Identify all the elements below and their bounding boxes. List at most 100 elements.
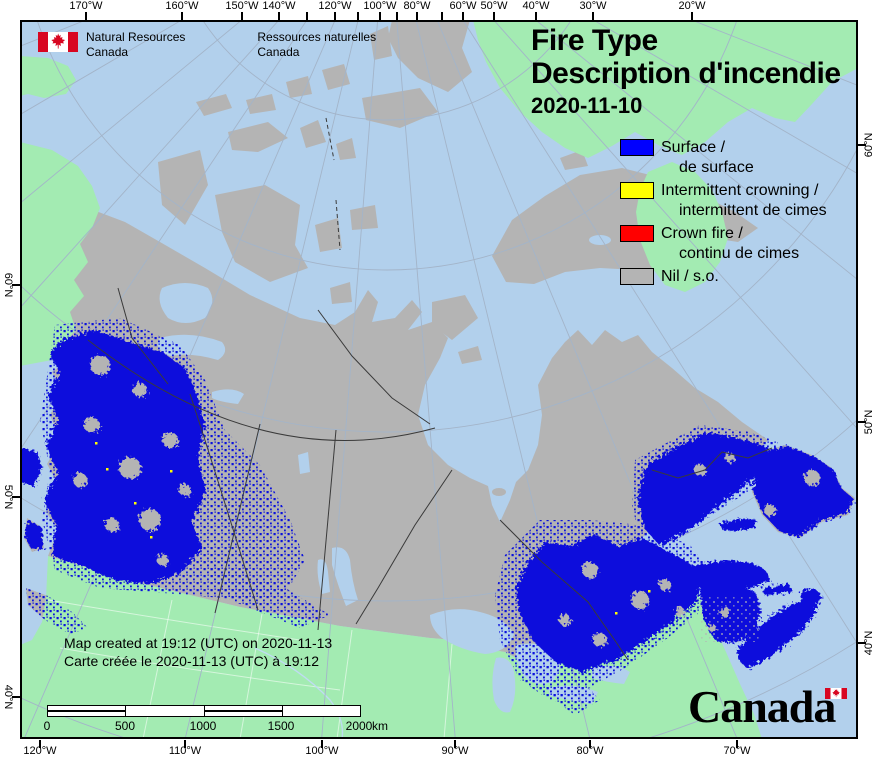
- lon-label: 30°W: [579, 0, 607, 12]
- legend-label: de surface: [679, 159, 754, 176]
- tick: [416, 12, 418, 20]
- nrcan-header: Natural Resources Canada Ressources natu…: [38, 30, 376, 60]
- tick: [736, 740, 738, 748]
- lon-label: 40°W: [522, 0, 550, 12]
- tick: [592, 12, 594, 20]
- tick: [12, 284, 20, 286]
- scale-number: 1500: [267, 719, 295, 733]
- scale-segment: [204, 706, 283, 716]
- nrcan-en-line1: Natural Resources: [86, 30, 186, 44]
- legend-label: Crown fire /: [661, 225, 743, 242]
- legend-label: Surface /: [661, 139, 726, 156]
- tick: [493, 12, 495, 20]
- tick: [306, 12, 308, 20]
- tick: [454, 740, 456, 748]
- scale-number: 2000: [345, 719, 373, 733]
- canada-fire-map: [20, 20, 858, 739]
- scale-number: 1000: [189, 719, 217, 733]
- lon-label: 60°W: [449, 0, 477, 12]
- nrcan-en-line2: Canada: [86, 45, 129, 59]
- legend-item-crown: Crown fire / continu de cimes: [620, 224, 827, 264]
- lon-label: 90°W: [441, 745, 469, 757]
- tick: [396, 12, 398, 20]
- lon-label: 100°W: [363, 0, 397, 12]
- nrcan-fr-line1: Ressources naturelles: [257, 30, 377, 44]
- tick: [441, 12, 443, 20]
- nrcan-name-en: Natural Resources Canada: [86, 30, 185, 60]
- legend-item-surface: Surface / de surface: [620, 138, 827, 178]
- legend-label: continu de cimes: [679, 245, 800, 262]
- legend-swatch-nil: [620, 268, 654, 285]
- surface-fire-core: [20, 330, 854, 672]
- tick: [12, 496, 20, 498]
- map-credits: Map created at 19:12 (UTC) on 2020-11-13…: [64, 634, 332, 670]
- tick: [241, 12, 243, 20]
- scale-bar: [47, 705, 361, 717]
- title-fr: Description d'incendie: [531, 57, 841, 90]
- lon-label: 120°W: [318, 0, 352, 12]
- nrcan-fr-line2: Canada: [257, 45, 300, 59]
- lat-label: 60°N: [863, 132, 875, 158]
- tick: [85, 12, 87, 20]
- tick: [379, 12, 381, 20]
- legend-item-intermittent: Intermittent crowning / intermittent de …: [620, 181, 827, 221]
- lat-label: 40°N: [2, 684, 14, 710]
- lat-label: 60°N: [2, 272, 14, 298]
- tick: [12, 696, 20, 698]
- legend-label: Intermittent crowning /: [661, 182, 819, 199]
- legend-swatch-intermittent: [620, 182, 654, 199]
- lon-label: 100°W: [305, 745, 339, 757]
- scale-number: 500: [114, 719, 136, 733]
- lon-label: 80°W: [576, 745, 604, 757]
- wordmark-flag-icon: [825, 688, 847, 699]
- title-date: 2020-11-10: [531, 93, 643, 118]
- lon-label: 80°W: [403, 0, 431, 12]
- tick: [462, 12, 464, 20]
- tick: [589, 740, 591, 748]
- scale-segment: [282, 706, 360, 716]
- lon-label: 140°W: [262, 0, 296, 12]
- tick: [858, 421, 866, 423]
- lon-label: 160°W: [165, 0, 199, 12]
- lon-label: 170°W: [69, 0, 103, 12]
- lon-label: 50°W: [480, 0, 508, 12]
- lon-label: 120°W: [23, 745, 57, 757]
- lat-label: 50°N: [2, 484, 14, 510]
- lat-label: 40°N: [863, 630, 875, 656]
- scale-segment: [48, 706, 127, 716]
- map-title: Fire Type Description d'incendie 2020-11…: [531, 24, 841, 119]
- lon-label: 20°W: [678, 0, 706, 12]
- title-en: Fire Type: [531, 24, 658, 57]
- legend-label: intermittent de cimes: [679, 202, 827, 219]
- tick: [278, 12, 280, 20]
- legend: Surface / de surface Intermittent crowni…: [620, 138, 827, 290]
- tick: [535, 12, 537, 20]
- credit-line-en: Map created at 19:12 (UTC) on 2020-11-13: [64, 635, 333, 651]
- tick: [858, 144, 866, 146]
- lon-label: 110°W: [168, 745, 202, 757]
- intermittent-crowning-specks: [95, 442, 651, 615]
- lat-label: 50°N: [863, 409, 875, 435]
- river: [254, 647, 344, 739]
- lon-label: 150°W: [225, 0, 259, 12]
- tick: [321, 740, 323, 748]
- tick: [357, 12, 359, 20]
- tick: [181, 12, 183, 20]
- tick: [858, 642, 866, 644]
- legend-swatch-crown: [620, 225, 654, 242]
- province-borders: [87, 117, 773, 661]
- wordmark-text: Canada: [688, 681, 836, 732]
- legend-item-nil: Nil / s.o.: [620, 267, 827, 287]
- tick: [334, 12, 336, 20]
- scale-segment: [126, 706, 205, 716]
- legend-label: Nil / s.o.: [661, 268, 719, 285]
- nrcan-name-fr: Ressources naturelles Canada: [257, 30, 376, 60]
- tick: [39, 740, 41, 748]
- tick: [691, 12, 693, 20]
- canada-wordmark: Canada: [688, 681, 847, 732]
- credit-line-fr: Carte créée le 2020-11-13 (UTC) à 19:12: [64, 653, 319, 669]
- legend-swatch-surface: [620, 139, 654, 156]
- lon-label: 70°W: [723, 745, 751, 757]
- tick: [184, 740, 186, 748]
